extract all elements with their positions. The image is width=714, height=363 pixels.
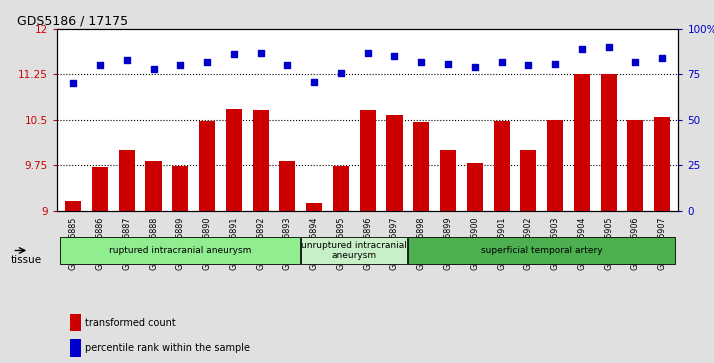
Bar [413, 122, 429, 363]
Text: ruptured intracranial aneurysm: ruptured intracranial aneurysm [109, 246, 251, 255]
Point [388, 53, 400, 59]
Bar [69, 339, 81, 357]
Point [362, 50, 373, 56]
Bar [69, 314, 81, 331]
Point [281, 62, 293, 68]
Point [656, 55, 668, 61]
Bar [600, 74, 617, 363]
Point [148, 66, 159, 72]
Bar [547, 120, 563, 363]
FancyBboxPatch shape [301, 237, 407, 264]
Point [469, 64, 481, 70]
Bar [199, 121, 215, 363]
Bar [92, 167, 108, 363]
Bar [172, 166, 188, 363]
Bar [253, 110, 268, 363]
Point [630, 59, 641, 65]
Bar [440, 150, 456, 363]
Point [201, 59, 213, 65]
Text: tissue: tissue [11, 255, 41, 265]
Point [94, 62, 106, 68]
Text: percentile rank within the sample: percentile rank within the sample [85, 343, 250, 353]
Point [442, 61, 453, 66]
Text: transformed count: transformed count [85, 318, 176, 328]
Point [121, 57, 133, 63]
Point [174, 62, 186, 68]
Bar [360, 110, 376, 363]
Bar [279, 161, 296, 363]
Point [416, 59, 427, 65]
Point [549, 61, 560, 66]
Bar [65, 201, 81, 363]
Point [255, 50, 266, 56]
Point [523, 62, 534, 68]
Bar [146, 161, 161, 363]
Bar [521, 150, 536, 363]
Bar [119, 150, 135, 363]
Point [308, 79, 320, 85]
Bar [574, 74, 590, 363]
Bar [493, 121, 510, 363]
Point [576, 46, 588, 52]
Bar [226, 109, 242, 363]
Text: GDS5186 / 17175: GDS5186 / 17175 [16, 15, 128, 28]
Point [228, 52, 239, 57]
Bar [306, 203, 322, 363]
FancyBboxPatch shape [408, 237, 675, 264]
Bar [333, 166, 349, 363]
Text: unruptured intracranial
aneurysm: unruptured intracranial aneurysm [301, 241, 407, 260]
Bar [467, 163, 483, 363]
Text: superficial temporal artery: superficial temporal artery [481, 246, 603, 255]
Bar [654, 117, 670, 363]
Point [335, 70, 346, 76]
Bar [628, 120, 643, 363]
Point [496, 59, 507, 65]
Bar [386, 115, 403, 363]
Point [67, 81, 79, 86]
Point [603, 44, 614, 50]
FancyBboxPatch shape [60, 237, 300, 264]
